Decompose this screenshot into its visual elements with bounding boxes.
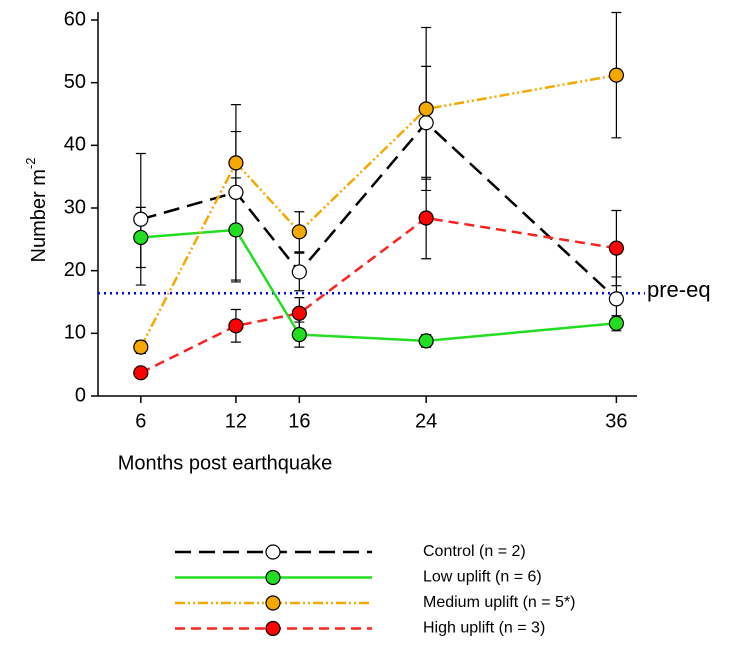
marker [133, 339, 149, 355]
y-tick-label: 20 [64, 259, 86, 281]
x-axis-label: Months post earthquake [118, 452, 333, 474]
y-axis-label: Number m-2 [23, 158, 50, 263]
marker [291, 305, 307, 321]
legend-label: Medium uplift (n = 5*) [423, 594, 576, 611]
series-line [140, 228, 617, 343]
marker [418, 210, 434, 226]
marker [418, 115, 434, 131]
y-axis-label-sup: -2 [23, 158, 38, 170]
legend-marker [265, 595, 281, 611]
x-tick-label: 36 [605, 410, 627, 432]
y-tick-label: 10 [64, 322, 86, 344]
x-tick-label: 16 [288, 410, 310, 432]
legend-label: High uplift (n = 3) [423, 620, 545, 637]
legend-marker [265, 544, 281, 560]
series-line [140, 216, 617, 374]
marker [133, 365, 149, 381]
marker [228, 318, 244, 334]
y-axis-label-main: Number m [28, 169, 50, 262]
x-tick-label: 12 [225, 410, 247, 432]
marker [608, 315, 624, 331]
y-tick-label: 50 [64, 71, 86, 93]
x-tick-label: 6 [135, 410, 146, 432]
marker [608, 67, 624, 83]
legend-marker [265, 569, 281, 586]
y-tick-label: 60 [64, 8, 86, 30]
y-tick-label: 30 [64, 196, 86, 218]
marker [608, 291, 624, 307]
legend-marker [265, 620, 281, 637]
legend-label: Control (n = 2) [423, 543, 526, 560]
legend-label: Low uplift (n = 6) [423, 569, 542, 586]
marker [608, 240, 624, 256]
marker [418, 101, 434, 117]
marker [228, 184, 244, 200]
series-line [140, 120, 618, 300]
marker [291, 264, 307, 280]
marker [228, 222, 244, 238]
series-line [139, 73, 617, 348]
marker [133, 229, 149, 246]
marker [228, 155, 244, 171]
marker [291, 224, 307, 240]
y-tick-label: 40 [64, 134, 86, 156]
x-tick-label: 24 [415, 410, 437, 432]
marker [133, 211, 149, 227]
reference-label: pre-eq [647, 277, 711, 302]
y-tick-label: 0 [75, 384, 86, 406]
marker [418, 333, 434, 349]
marker [291, 326, 307, 343]
